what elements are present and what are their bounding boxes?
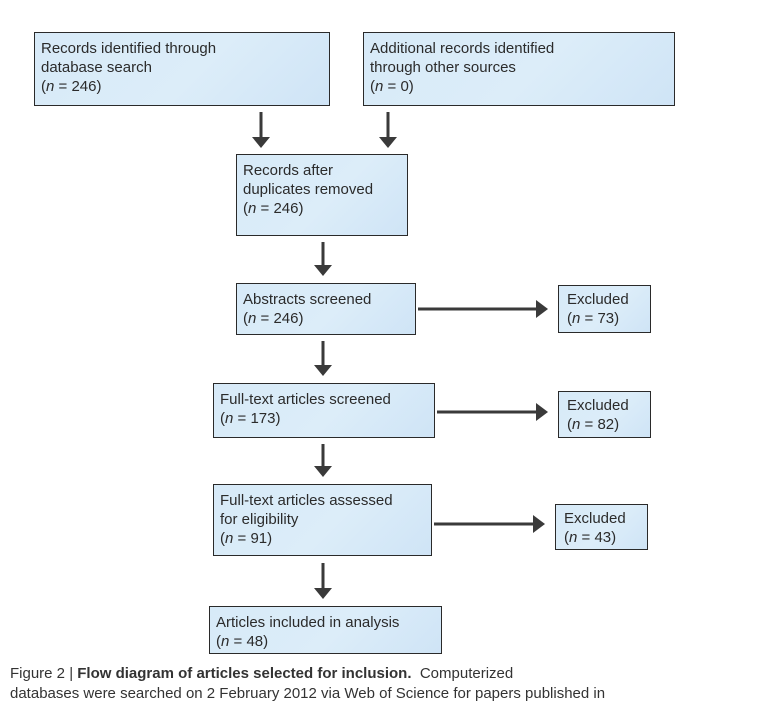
box-count: (n = 246) bbox=[243, 199, 401, 218]
arrow-head-ex1 bbox=[536, 300, 548, 318]
caption-prefix: Figure 2 | bbox=[10, 665, 78, 682]
paren: ( bbox=[220, 530, 225, 547]
count-value: = 73) bbox=[584, 310, 620, 327]
box-line: through other sources bbox=[370, 59, 516, 76]
box-line: Articles included in analysis bbox=[216, 614, 400, 631]
flow-diagram: Records identified through database sear… bbox=[34, 32, 675, 654]
box-line: Full-text articles screened bbox=[220, 391, 391, 408]
fulltext-screened-box: Full-text articles screened (n = 173) bbox=[213, 383, 435, 438]
count-value: = 246) bbox=[260, 310, 304, 327]
paren: ( bbox=[564, 529, 569, 546]
box-line: duplicates removed bbox=[243, 181, 374, 198]
figure-caption: Figure 2 | Flow diagram of articles sele… bbox=[10, 664, 770, 704]
box-line: Abstracts screened bbox=[243, 291, 372, 308]
count-value: = 173) bbox=[237, 410, 281, 427]
paren: ( bbox=[243, 200, 248, 217]
arrow-head-fulltext bbox=[314, 466, 332, 477]
box-count: (n = 73) bbox=[567, 309, 644, 328]
arrow-head-other bbox=[379, 137, 397, 148]
paren: ( bbox=[220, 410, 225, 427]
records-database-box: Records identified through database sear… bbox=[34, 32, 330, 106]
count-value: = 91) bbox=[237, 530, 273, 547]
arrow-head-abstracts bbox=[314, 365, 332, 376]
arrow-head-db bbox=[252, 137, 270, 148]
box-line: Excluded bbox=[567, 291, 629, 308]
count-value: = 246) bbox=[260, 200, 304, 217]
box-count: (n = 0) bbox=[370, 77, 668, 96]
box-count: (n = 246) bbox=[41, 77, 323, 96]
n-symbol: n bbox=[572, 416, 581, 433]
box-line: for eligibility bbox=[220, 511, 299, 528]
box-count: (n = 91) bbox=[220, 529, 425, 548]
n-symbol: n bbox=[569, 529, 578, 546]
paren: ( bbox=[567, 310, 572, 327]
paren: ( bbox=[243, 310, 248, 327]
n-symbol: n bbox=[46, 78, 55, 95]
count-value: = 246) bbox=[58, 78, 102, 95]
arrow-head-elig bbox=[314, 588, 332, 599]
caption-line-2: databases were searched on 2 February 20… bbox=[10, 685, 606, 702]
flow-arrows bbox=[252, 112, 548, 599]
count-value: = 43) bbox=[581, 529, 617, 546]
records-other-sources-box: Additional records identified through ot… bbox=[363, 32, 675, 106]
excluded-eligibility-box: Excluded (n = 43) bbox=[555, 504, 648, 550]
paren: ( bbox=[370, 78, 375, 95]
arrow-head-dedup bbox=[314, 265, 332, 276]
n-symbol: n bbox=[248, 310, 257, 327]
box-line: Excluded bbox=[567, 397, 629, 414]
arrow-head-ex2 bbox=[536, 403, 548, 421]
paren: ( bbox=[216, 633, 221, 650]
caption-line-1: Figure 2 | Flow diagram of articles sele… bbox=[10, 664, 770, 684]
paren: ( bbox=[41, 78, 46, 95]
n-symbol: n bbox=[221, 633, 230, 650]
count-value: = 48) bbox=[233, 633, 269, 650]
count-value: = 82) bbox=[584, 416, 620, 433]
box-line: Records after bbox=[243, 162, 334, 179]
n-symbol: n bbox=[248, 200, 257, 217]
caption-text: Computerized bbox=[411, 665, 514, 682]
box-count: (n = 43) bbox=[564, 528, 641, 547]
arrow-head-ex3 bbox=[533, 515, 545, 533]
box-count: (n = 246) bbox=[243, 309, 409, 328]
box-line: database search bbox=[41, 59, 152, 76]
excluded-fulltext-box: Excluded (n = 82) bbox=[558, 391, 651, 438]
abstracts-screened-box: Abstracts screened (n = 246) bbox=[236, 283, 416, 335]
box-line: Excluded bbox=[564, 510, 626, 527]
box-count: (n = 173) bbox=[220, 409, 428, 428]
eligibility-assessed-box: Full-text articles assessed for eligibil… bbox=[213, 484, 432, 556]
n-symbol: n bbox=[375, 78, 384, 95]
duplicates-removed-box: Records after duplicates removed (n = 24… bbox=[236, 154, 408, 236]
box-line: Additional records identified bbox=[370, 40, 555, 57]
box-line: Records identified through bbox=[41, 40, 217, 57]
paren: ( bbox=[567, 416, 572, 433]
count-value: = 0) bbox=[387, 78, 414, 95]
n-symbol: n bbox=[225, 410, 234, 427]
caption-title: Flow diagram of articles selected for in… bbox=[77, 665, 412, 682]
box-line: Full-text articles assessed bbox=[220, 492, 393, 509]
box-count: (n = 48) bbox=[216, 632, 435, 651]
articles-included-box: Articles included in analysis (n = 48) bbox=[209, 606, 442, 654]
n-symbol: n bbox=[225, 530, 234, 547]
box-count: (n = 82) bbox=[567, 415, 644, 434]
excluded-abstracts-box: Excluded (n = 73) bbox=[558, 285, 651, 333]
n-symbol: n bbox=[572, 310, 581, 327]
